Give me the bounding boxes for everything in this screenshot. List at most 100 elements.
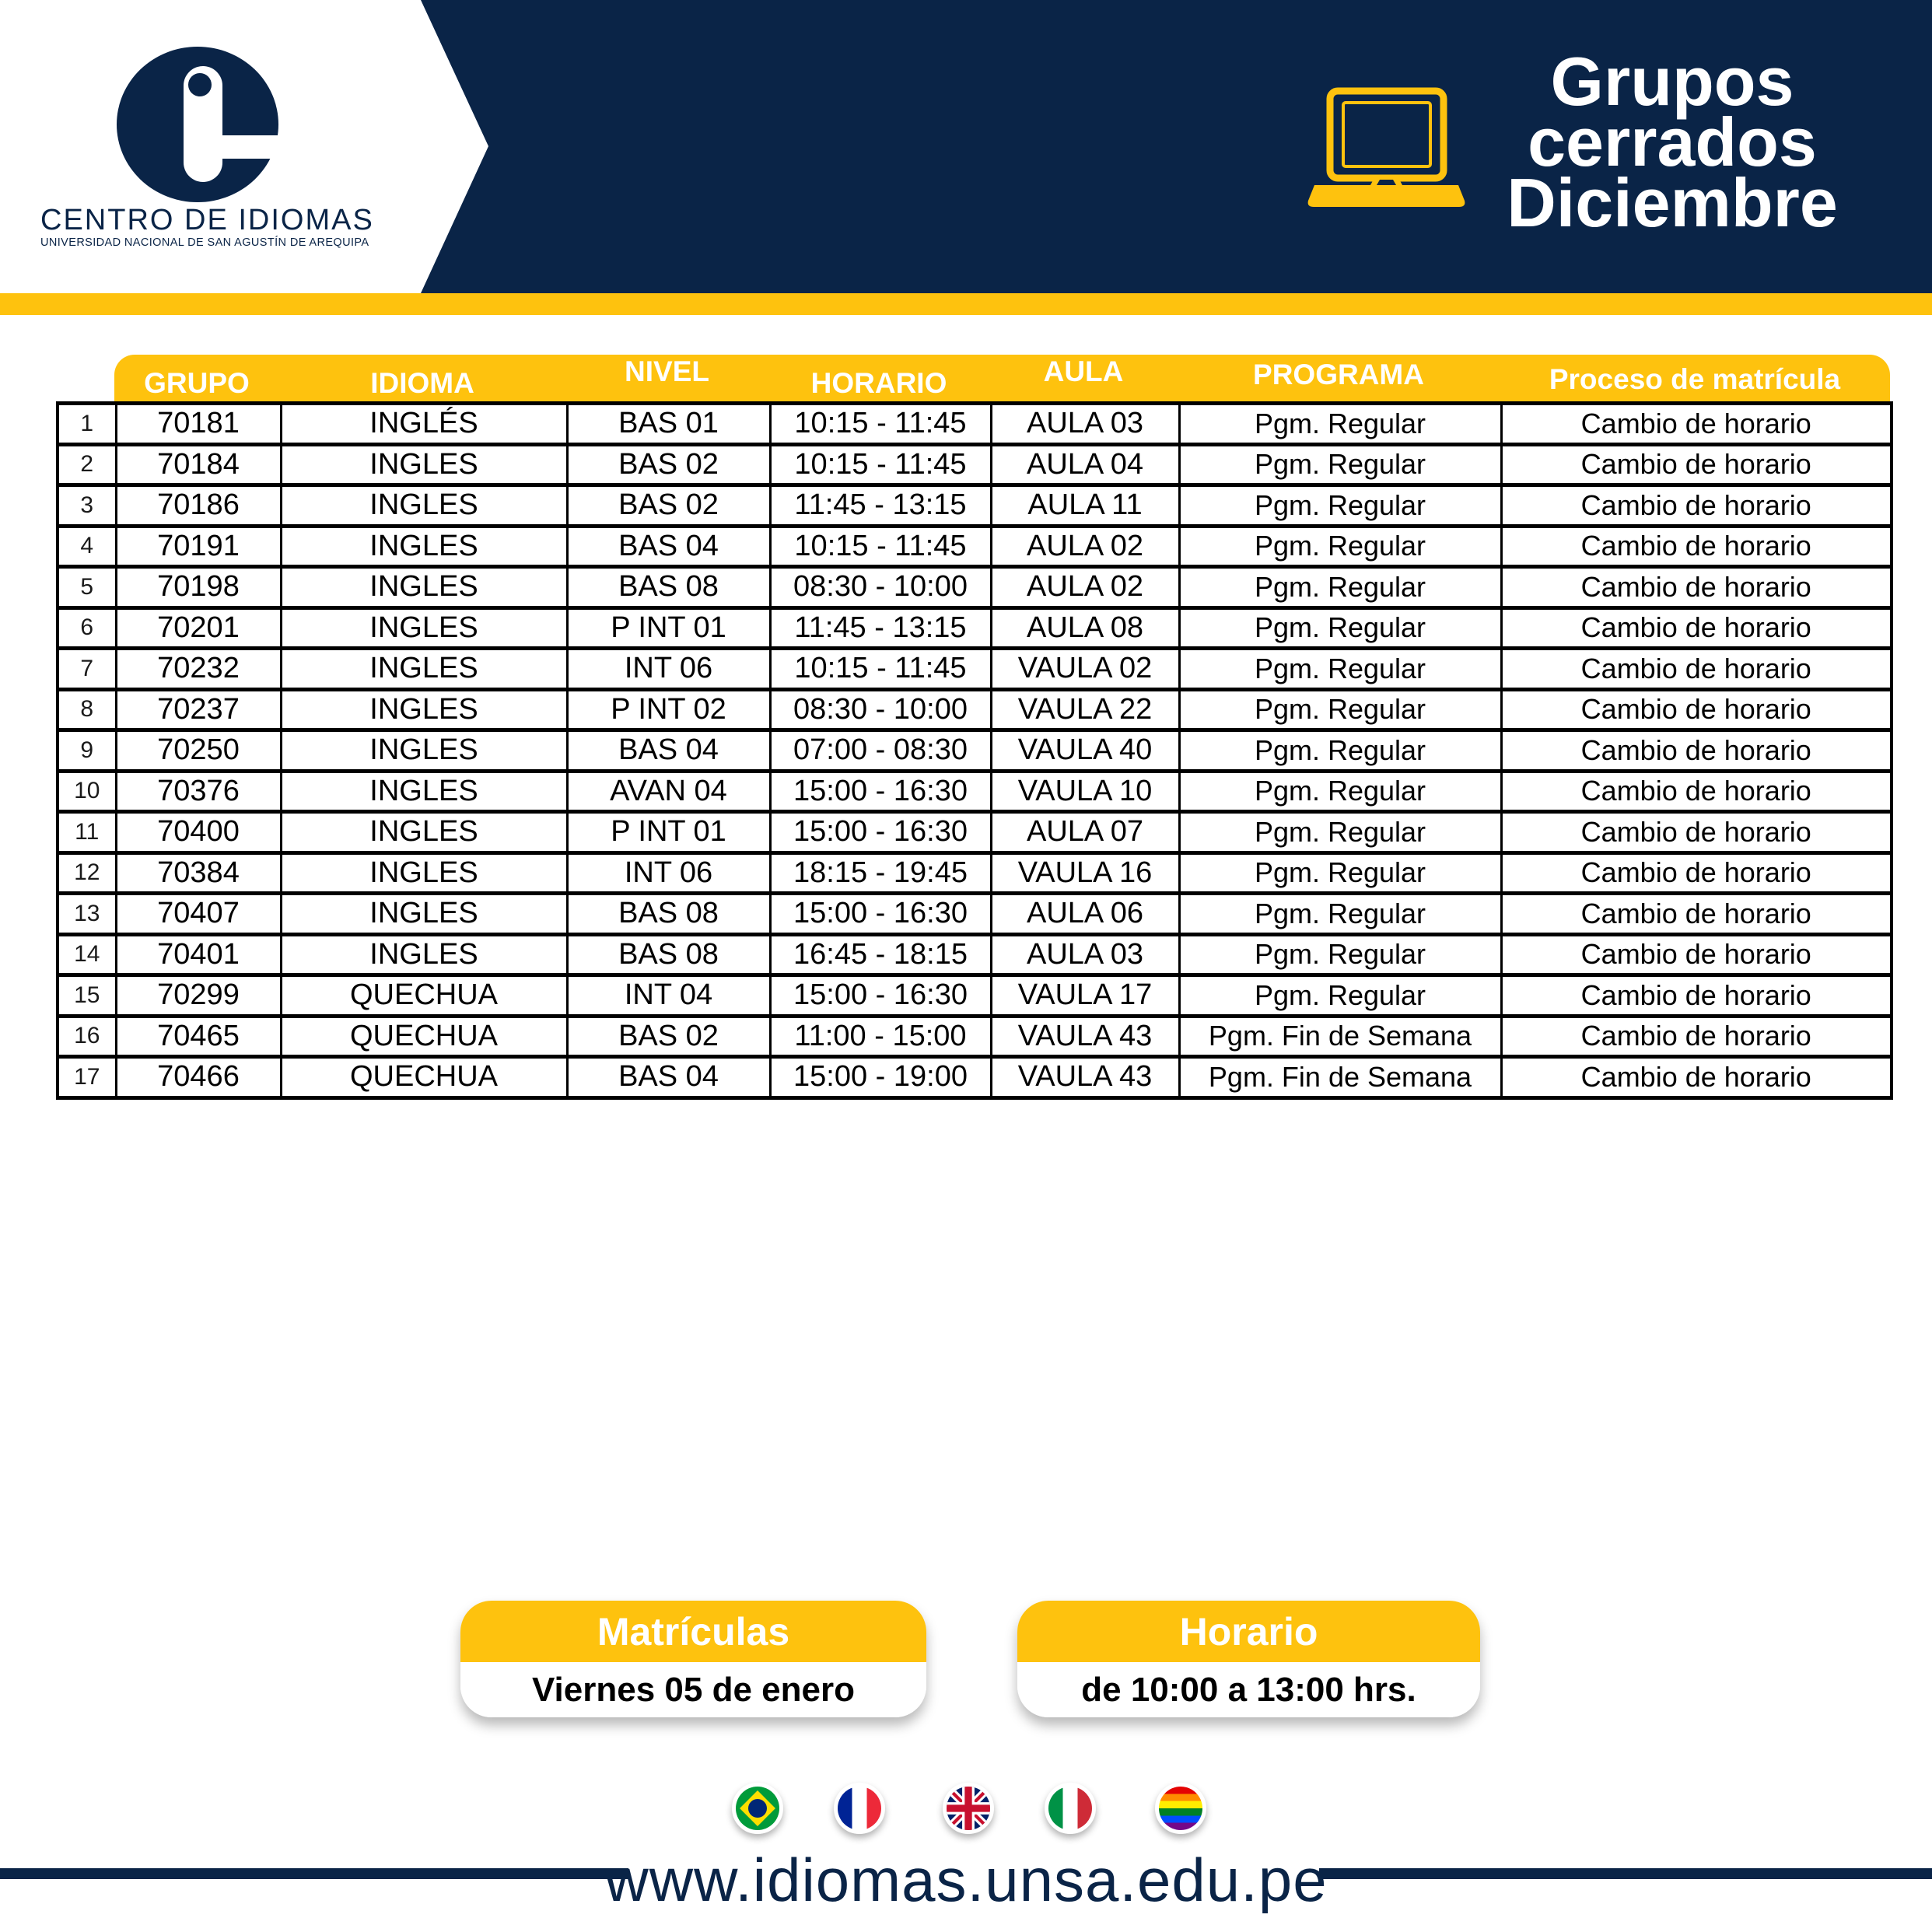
cell-nivel: BAS 04: [565, 728, 772, 773]
cell-nivel: BAS 02: [565, 483, 772, 528]
cell-grupo: 70384: [114, 850, 282, 895]
cell-idioma: INGLES: [279, 728, 569, 773]
laptop-icon: [1307, 87, 1465, 207]
cell-grupo: 70232: [114, 646, 282, 691]
cell-programa: Pgm. Regular: [1178, 810, 1503, 855]
cell-nivel: P INT 01: [565, 605, 772, 650]
cell-horario: 15:00 - 16:30: [768, 768, 992, 814]
table-row: 8 70237 INGLES P INT 02 08:30 - 10:00 VA…: [56, 687, 1893, 732]
cell-proceso: Cambio de horario: [1500, 768, 1893, 814]
cell-horario: 15:00 - 19:00: [768, 1055, 992, 1100]
cell-grupo: 70186: [114, 483, 282, 528]
cell-nivel: P INT 01: [565, 810, 772, 855]
cell-programa: Pgm. Regular: [1178, 442, 1503, 487]
cell-proceso: Cambio de horario: [1500, 605, 1893, 650]
cell-programa: Pgm. Regular: [1178, 891, 1503, 936]
horario-badge-value: de 10:00 a 13:00 hrs.: [1017, 1662, 1480, 1717]
table-row: 17 70466 QUECHUA BAS 04 15:00 - 19:00 VA…: [56, 1055, 1893, 1100]
centro-de-idiomas-logo-icon: [117, 47, 282, 202]
cell-nivel: INT 06: [565, 850, 772, 895]
cell-idioma: INGLES: [279, 687, 569, 732]
cell-row-number: 12: [56, 850, 117, 895]
cell-nivel: BAS 08: [565, 932, 772, 977]
cell-row-number: 17: [56, 1055, 117, 1100]
horario-badge: Horario de 10:00 a 13:00 hrs.: [1017, 1601, 1480, 1717]
table-row: 12 70384 INGLES INT 06 18:15 - 19:45 VAU…: [56, 850, 1893, 895]
cell-idioma: QUECHUA: [279, 1013, 569, 1059]
cell-row-number: 11: [56, 810, 117, 855]
header-banner: [421, 0, 1932, 293]
cell-row-number: 9: [56, 728, 117, 773]
cell-proceso: Cambio de horario: [1500, 973, 1893, 1018]
cell-idioma: INGLES: [279, 565, 569, 610]
cell-nivel: BAS 08: [565, 891, 772, 936]
cell-idioma: INGLES: [279, 442, 569, 487]
website-link[interactable]: www.idiomas.unsa.edu.pe: [604, 1846, 1328, 1914]
cell-horario: 15:00 - 16:30: [768, 810, 992, 855]
cell-row-number: 8: [56, 687, 117, 732]
cell-aula: VAULA 43: [989, 1055, 1181, 1100]
cell-aula: VAULA 16: [989, 850, 1181, 895]
cell-grupo: 70466: [114, 1055, 282, 1100]
cell-row-number: 10: [56, 768, 117, 814]
horario-badge-title: Horario: [1017, 1601, 1480, 1662]
cell-grupo: 70237: [114, 687, 282, 732]
cell-aula: VAULA 02: [989, 646, 1181, 691]
cell-row-number: 1: [56, 401, 117, 446]
cell-aula: AULA 06: [989, 891, 1181, 936]
cell-proceso: Cambio de horario: [1500, 442, 1893, 487]
column-header: Proceso de matrícula: [1549, 363, 1841, 395]
cell-nivel: BAS 08: [565, 565, 772, 610]
page-title-line-1: Grupos: [1550, 43, 1794, 120]
cell-horario: 10:15 - 11:45: [768, 646, 992, 691]
cell-programa: Pgm. Fin de Semana: [1178, 1055, 1503, 1100]
cell-proceso: Cambio de horario: [1500, 401, 1893, 446]
cell-idioma: INGLES: [279, 850, 569, 895]
page-title: Grupos cerrados Diciembre: [1501, 43, 1843, 237]
cell-idioma: INGLES: [279, 810, 569, 855]
cell-idioma: QUECHUA: [279, 973, 569, 1018]
table-row: 11 70400 INGLES P INT 01 15:00 - 16:30 A…: [56, 810, 1893, 855]
cell-grupo: 70407: [114, 891, 282, 936]
cell-horario: 16:45 - 18:15: [768, 932, 992, 977]
table-row: 10 70376 INGLES AVAN 04 15:00 - 16:30 VA…: [56, 768, 1893, 814]
cell-idioma: INGLES: [279, 605, 569, 650]
table-row: 7 70232 INGLES INT 06 10:15 - 11:45 VAUL…: [56, 646, 1893, 691]
rainbow-flag-icon: [1155, 1783, 1206, 1834]
cell-proceso: Cambio de horario: [1500, 523, 1893, 569]
cell-nivel: INT 06: [565, 646, 772, 691]
groups-table-body: 1 70181 INGLÉS BAS 01 10:15 - 11:45 AULA…: [56, 401, 1893, 1100]
uk-flag-icon: [943, 1783, 994, 1834]
cell-grupo: 70198: [114, 565, 282, 610]
cell-programa: Pgm. Regular: [1178, 605, 1503, 650]
cell-idioma: QUECHUA: [279, 1055, 569, 1100]
cell-programa: Pgm. Regular: [1178, 728, 1503, 773]
matriculas-badge-value: Viernes 05 de enero: [460, 1662, 926, 1717]
cell-proceso: Cambio de horario: [1500, 891, 1893, 936]
table-row: 15 70299 QUECHUA INT 04 15:00 - 16:30 VA…: [56, 973, 1893, 1018]
cell-aula: AULA 11: [989, 483, 1181, 528]
cell-nivel: INT 04: [565, 973, 772, 1018]
cell-programa: Pgm. Regular: [1178, 687, 1503, 732]
cell-row-number: 13: [56, 891, 117, 936]
cell-aula: VAULA 10: [989, 768, 1181, 814]
cell-grupo: 70250: [114, 728, 282, 773]
column-header: NIVEL: [625, 355, 709, 387]
cell-aula: AULA 02: [989, 565, 1181, 610]
table-row: 9 70250 INGLES BAS 04 07:00 - 08:30 VAUL…: [56, 728, 1893, 773]
cell-grupo: 70400: [114, 810, 282, 855]
cell-horario: 10:15 - 11:45: [768, 401, 992, 446]
cell-nivel: BAS 01: [565, 401, 772, 446]
cell-nivel: BAS 02: [565, 442, 772, 487]
cell-idioma: INGLES: [279, 523, 569, 569]
table-row: 14 70401 INGLES BAS 08 16:45 - 18:15 AUL…: [56, 932, 1893, 977]
cell-programa: Pgm. Regular: [1178, 768, 1503, 814]
cell-nivel: BAS 02: [565, 1013, 772, 1059]
cell-aula: AULA 04: [989, 442, 1181, 487]
table-row: 1 70181 INGLÉS BAS 01 10:15 - 11:45 AULA…: [56, 401, 1893, 446]
cell-idioma: INGLES: [279, 932, 569, 977]
cell-idioma: INGLÉS: [279, 401, 569, 446]
cell-row-number: 2: [56, 442, 117, 487]
cell-row-number: 16: [56, 1013, 117, 1059]
